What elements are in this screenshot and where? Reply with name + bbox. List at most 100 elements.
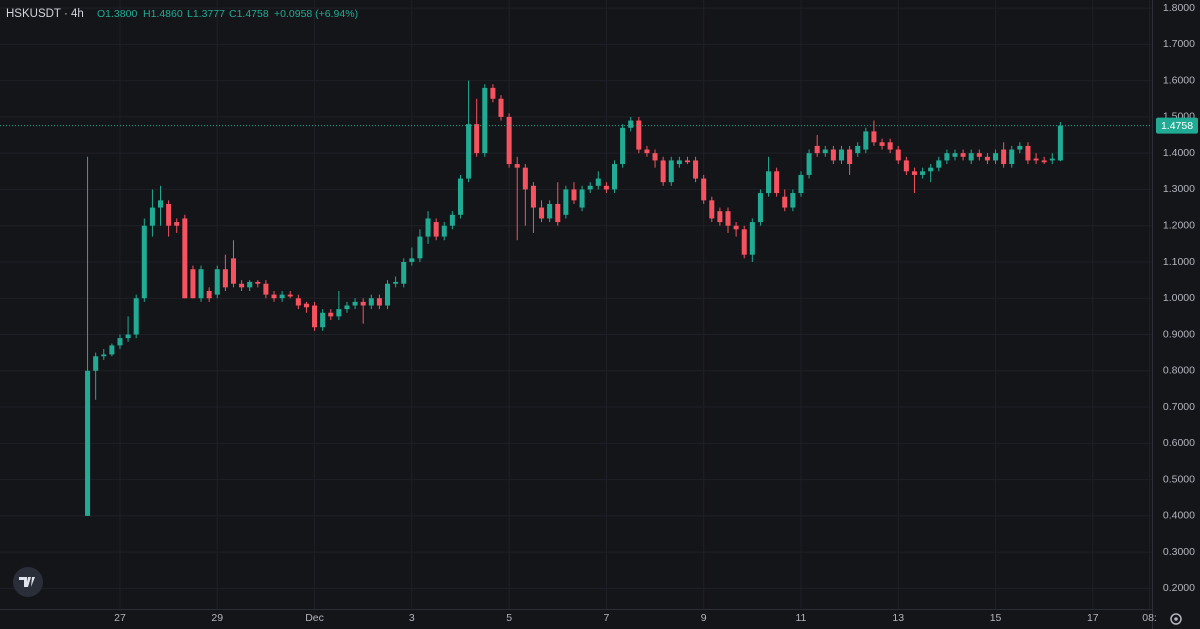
y-tick-label: 1.8000: [1163, 2, 1195, 14]
candle-body: [701, 178, 707, 201]
candle-body: [676, 160, 682, 165]
candle-body: [717, 211, 723, 223]
candle-body: [984, 156, 990, 161]
candle-body: [790, 193, 796, 208]
candle-body: [952, 153, 958, 157]
candle-body: [368, 298, 374, 306]
candle-body: [328, 312, 334, 317]
settings-button[interactable]: [1170, 613, 1182, 625]
y-tick-label: 0.2000: [1163, 582, 1195, 594]
candle-body: [903, 160, 909, 172]
candle-body: [693, 160, 699, 179]
y-tick-label: 0.6000: [1163, 437, 1195, 449]
x-tick-label: 13: [892, 612, 904, 624]
y-tick-label: 0.5000: [1163, 473, 1195, 485]
candle-body: [652, 153, 658, 161]
gear-center[interactable]: [1174, 617, 1178, 621]
candle-body: [766, 171, 772, 194]
candle-body: [879, 142, 885, 146]
candle-body: [1049, 158, 1055, 161]
candle-body: [109, 345, 115, 355]
candle-body: [555, 203, 561, 223]
candle-body: [263, 283, 269, 295]
legend: HSKUSDT · 4h O1.3800 H1.4860 L1.3777 C1.…: [6, 8, 358, 20]
y-tick-label: 0.9000: [1163, 328, 1195, 340]
candle-body: [709, 200, 715, 219]
axes: 0.2000 0.3000 0.4000 0.5000 0.6000 0.7000 0.80…: [114, 2, 1198, 624]
candle-body: [303, 303, 309, 308]
candle-body: [579, 189, 585, 208]
candle-body: [830, 149, 836, 161]
candle-body: [863, 131, 869, 150]
candle-body: [1041, 160, 1047, 163]
candle-body: [393, 281, 399, 284]
x-tick-label: 11: [796, 612, 807, 624]
candle-body: [920, 171, 926, 175]
legend-close: C1.4758: [229, 8, 269, 20]
candle-body: [1057, 125, 1063, 161]
candle-body: [279, 294, 285, 299]
candle-body: [944, 153, 950, 161]
candle-body: [611, 164, 618, 190]
candle-body: [603, 185, 609, 190]
candle-body: [595, 178, 601, 186]
candle-body: [441, 225, 447, 237]
y-tick-label: 0.3000: [1163, 546, 1195, 558]
candle-body: [247, 281, 253, 288]
candle-body: [474, 124, 480, 154]
candle-body: [239, 283, 245, 288]
candle-body: [336, 309, 342, 317]
candle-body: [1033, 158, 1039, 161]
candle-body: [344, 305, 350, 310]
y-tick-label: 0.8000: [1163, 365, 1195, 377]
candle-body: [360, 301, 366, 306]
legend-high: H1.4860: [143, 8, 183, 20]
candle-body: [255, 281, 261, 284]
x-tick-label: 7: [603, 612, 609, 624]
y-tick-label: 1.1000: [1163, 256, 1195, 268]
gear-icon[interactable]: [1170, 613, 1182, 625]
candle-body: [547, 203, 553, 219]
candle-body: [158, 200, 164, 208]
candle-body: [498, 98, 504, 117]
candle-body: [93, 356, 99, 371]
candle-body: [838, 149, 845, 161]
candle-body: [960, 153, 966, 157]
symbol-title: HSKUSDT · 4h: [6, 8, 84, 20]
x-tick-label: 27: [114, 612, 126, 624]
candle-body: [425, 218, 431, 237]
candle-body: [174, 222, 180, 226]
candle-body: [774, 171, 780, 194]
candle-body: [352, 301, 358, 306]
y-tick-label: 1.3000: [1163, 183, 1195, 195]
candle-body: [433, 222, 439, 237]
candle-body: [725, 211, 731, 226]
candle-body: [125, 334, 131, 339]
x-tick-label: 17: [1087, 612, 1099, 624]
candle-body: [587, 185, 593, 190]
candle-body: [749, 222, 755, 255]
logo-mark: [19, 577, 35, 587]
candle-body: [133, 298, 139, 335]
candle-body: [85, 370, 91, 516]
candle-body: [684, 160, 690, 163]
y-tick-label: 0.4000: [1163, 510, 1195, 522]
candle-body: [230, 258, 236, 284]
y-tick-label: 1.2000: [1163, 219, 1195, 231]
tv-logo: [13, 567, 43, 597]
candle-body: [911, 171, 917, 175]
y-tick-label: 1.7000: [1163, 38, 1195, 50]
legend-change: +0.0958 (+6.94%): [274, 8, 358, 20]
candle-body: [993, 153, 999, 161]
x-tick-label: 3: [409, 612, 415, 624]
candle-body: [806, 153, 812, 175]
candle-body: [117, 338, 123, 346]
candle-body: [822, 149, 828, 154]
candle-body: [1017, 145, 1023, 150]
candle-body: [312, 305, 318, 328]
candle-body: [466, 124, 472, 179]
candle-body: [206, 290, 212, 299]
candle-body: [636, 120, 642, 150]
candle-body: [757, 193, 763, 223]
